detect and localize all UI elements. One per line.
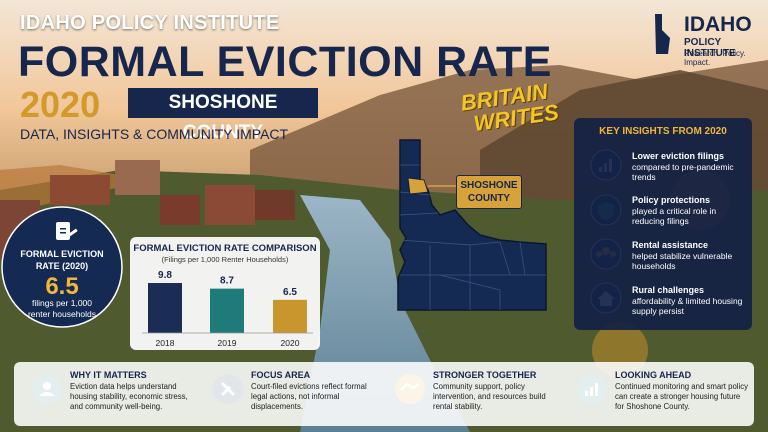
card-title: LOOKING AHEAD [615, 370, 692, 380]
value-label: 9.8 [158, 270, 172, 281]
card-title: WHY IT MATTERS [70, 370, 147, 380]
county-badge: SHOSHONE COUNTY [128, 88, 318, 143]
x-tick-label: 2019 [218, 338, 237, 348]
logo-org: POLICY INSTITUTE [684, 37, 736, 59]
insights-title: KEY INSIGHTS FROM 2020 [599, 126, 727, 137]
insight-text: helped stabilize vulnerable households [632, 250, 733, 272]
insight-title: Policy protections [632, 195, 711, 205]
bar [148, 283, 182, 333]
chart-subtitle: (Filings per 1,000 Renter Households) [161, 255, 289, 264]
insight-text: compared to pre-pandemic trends [632, 161, 734, 183]
card-text: Eviction data helps understand housing s… [70, 382, 188, 411]
card-title: STRONGER TOGETHER [433, 370, 537, 380]
stat-value: 6.5 [45, 273, 79, 300]
chart-title: FORMAL EVICTION RATE COMPARISON [133, 243, 317, 254]
card-text: Continued monitoring and smart policy ca… [615, 382, 749, 411]
subtitle: DATA, INSIGHTS & COMMUNITY IMPACT [20, 126, 289, 142]
insight: Rental assistance helped stabilize vulner… [632, 240, 747, 272]
insight-title: Lower eviction filings [632, 151, 725, 161]
insights-panel [574, 118, 752, 330]
org-name: IDAHO POLICY INSTITUTE [20, 12, 280, 34]
insight-text: played a critical role in reducing filin… [632, 205, 717, 227]
card-title: FOCUS AREA [251, 370, 311, 380]
insight-title: Rental assistance [632, 240, 709, 250]
insight: Policy protections played a critical role… [632, 195, 747, 227]
card: LOOKING AHEAD Continued monitoring and sm… [615, 370, 750, 412]
map-label-line: COUNTY [467, 193, 511, 204]
bottom-strip [14, 362, 754, 426]
x-tick-label: 2020 [281, 338, 300, 348]
card: STRONGER TOGETHER Community support, poli… [433, 370, 553, 412]
insight: Lower eviction filings compared to pre-pa… [632, 151, 747, 183]
chart: 9.8 2018 8.7 2019 6.5 2020 [142, 270, 313, 348]
stat-circle [1, 206, 123, 328]
stat-caption: filings per 1,000 renter households [27, 298, 97, 319]
bar [273, 299, 307, 333]
stat-label: FORMAL EVICTION RATE (2020) [20, 249, 104, 271]
card-text: Court-filed evictions reflect formal leg… [251, 382, 367, 411]
insight: Rural challenges affordability & limited … [632, 285, 747, 317]
card: FOCUS AREA Court-filed evictions reflect … [251, 370, 371, 412]
insight-text: affordability & limited housing supply p… [632, 295, 743, 317]
year: 2020 [20, 84, 101, 125]
insight-title: Rural challenges [632, 285, 705, 295]
card: WHY IT MATTERS Eviction data helps unders… [70, 370, 190, 412]
idaho-map [397, 139, 547, 311]
bar [210, 288, 244, 333]
value-label: 6.5 [283, 287, 297, 298]
map-label-line: SHOSHONE [460, 180, 518, 191]
value-label: 8.7 [220, 276, 234, 287]
map-label: SHOSHONE COUNTY [456, 175, 522, 209]
card-text: Community support, policy intervention, … [433, 382, 546, 411]
logo-name: IDAHO [684, 13, 752, 36]
logo-tagline: Research. Policy. Impact. [684, 49, 746, 67]
title: FORMAL EVICTION RATE [18, 38, 552, 86]
x-tick-label: 2018 [156, 338, 175, 348]
